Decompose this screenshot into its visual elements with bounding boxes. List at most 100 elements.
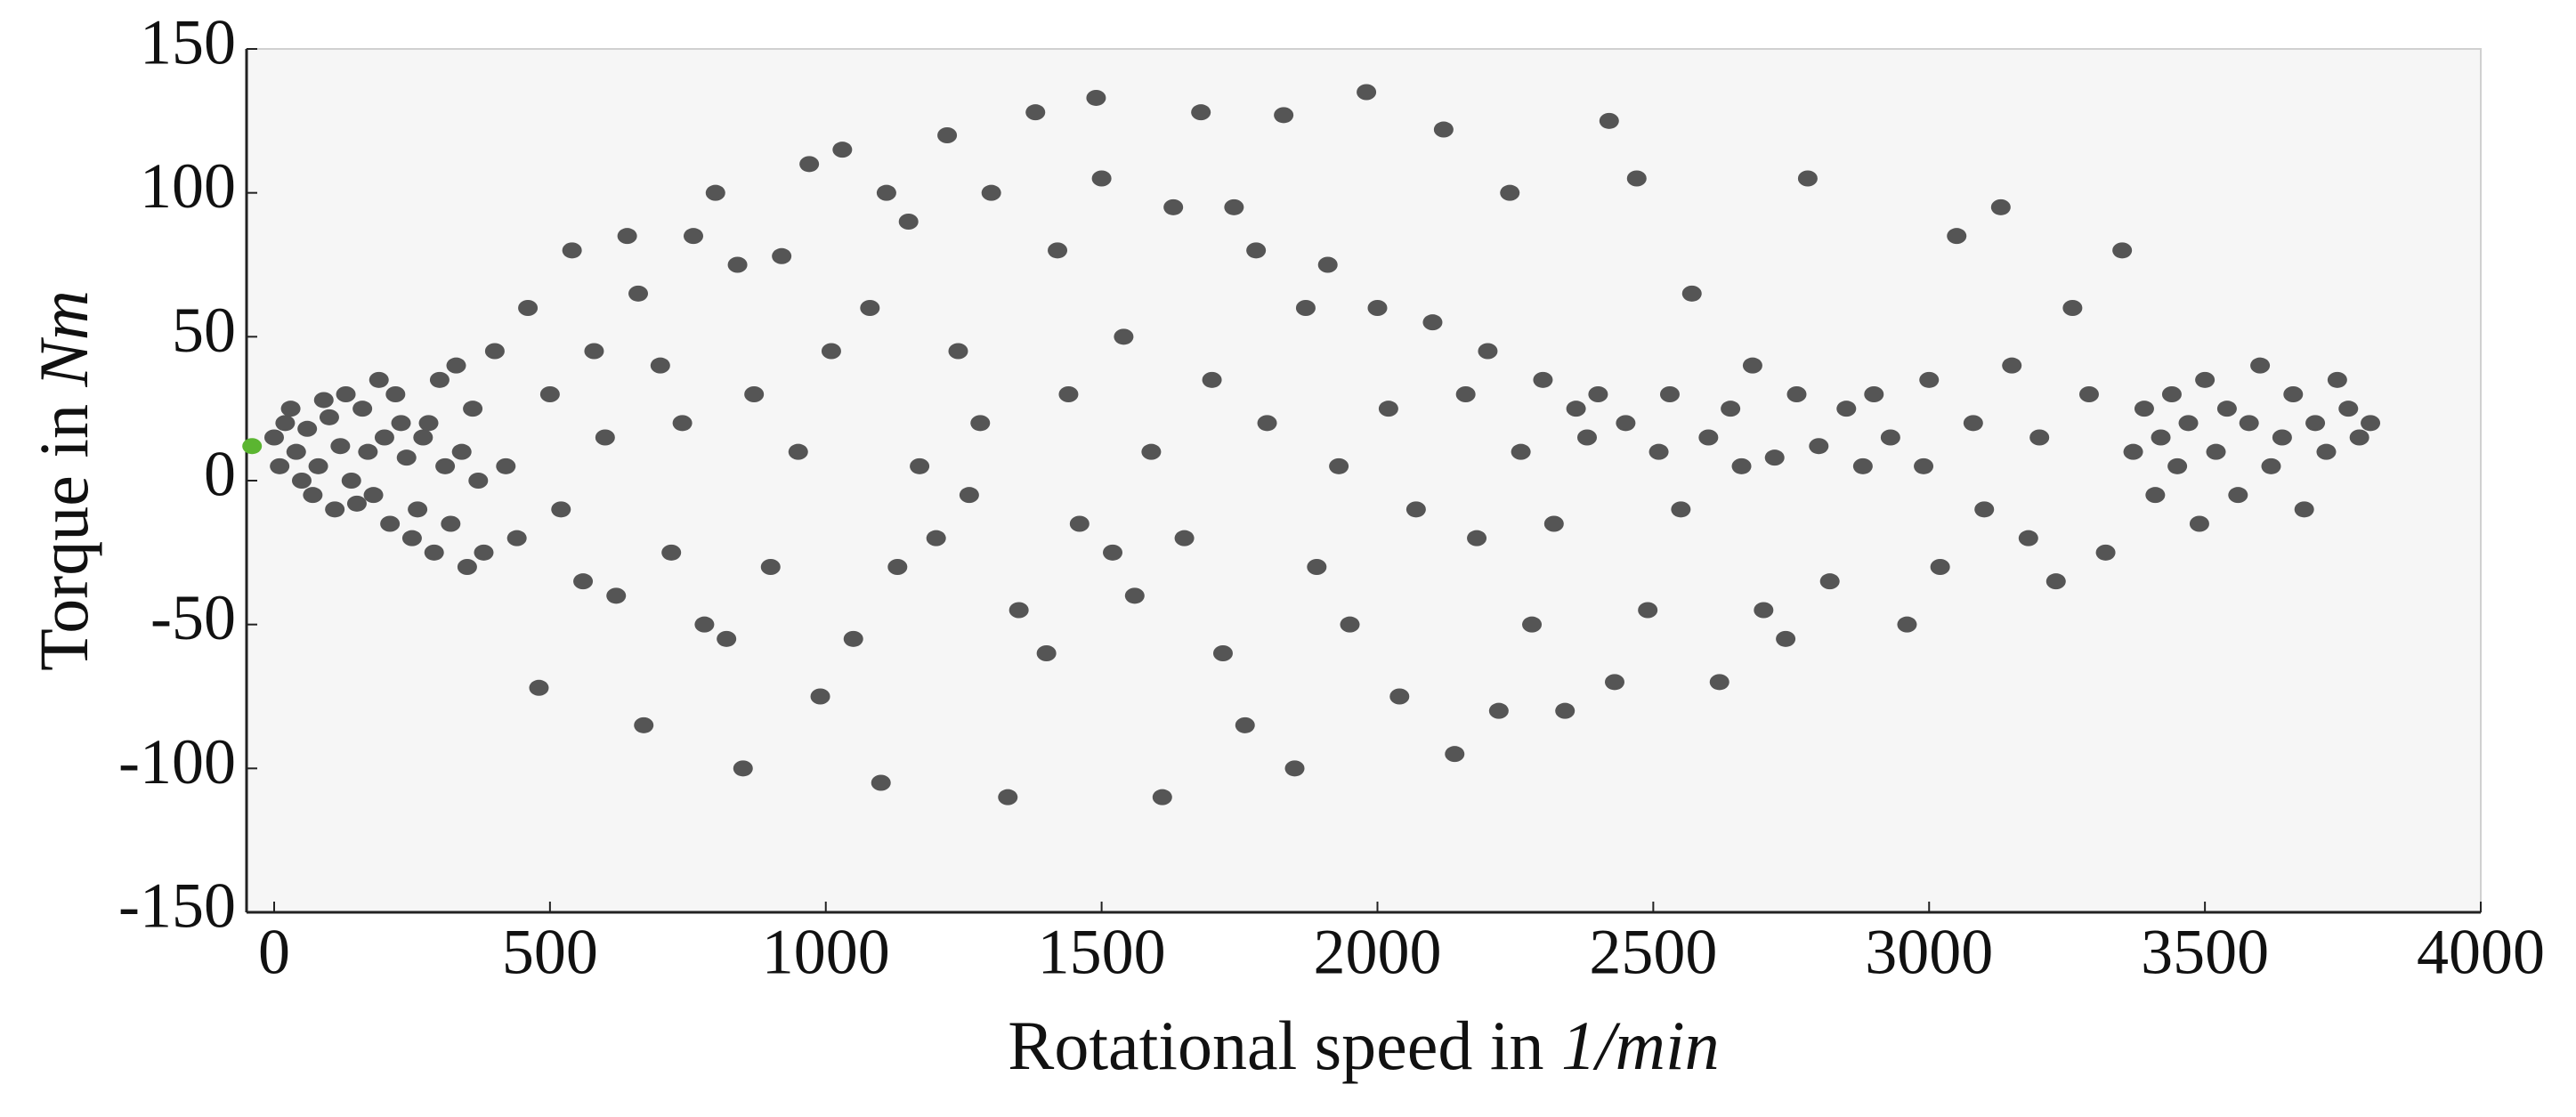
- scatter-point: [733, 760, 753, 777]
- scatter-point: [937, 127, 958, 143]
- scatter-point: [1897, 616, 1917, 633]
- scatter-point: [1235, 716, 1255, 733]
- scatter-point: [2272, 429, 2292, 446]
- scatter-point: [573, 573, 594, 590]
- scatter-point: [413, 429, 433, 446]
- scatter-point: [2361, 415, 2381, 432]
- scatter-point: [876, 184, 896, 201]
- y-tick-label: 0: [204, 439, 236, 510]
- scatter-point: [2112, 242, 2133, 259]
- scatter-point: [684, 228, 703, 245]
- scatter-point: [1455, 386, 1476, 402]
- scatter-point: [1616, 415, 1636, 432]
- scatter-point: [451, 443, 472, 460]
- scatter-point: [2338, 401, 2359, 417]
- scatter-point: [821, 343, 841, 360]
- scatter-point: [634, 716, 654, 733]
- scatter-point: [1340, 616, 1360, 633]
- scatter-point: [1797, 170, 1818, 187]
- scatter-point: [297, 420, 318, 437]
- y-tick-label: 150: [140, 7, 236, 78]
- scatter-point: [1543, 515, 1564, 532]
- scatter-point: [291, 473, 312, 489]
- scatter-point: [1124, 587, 1145, 604]
- x-label-text: Rotational speed in: [1008, 1007, 1543, 1084]
- scatter-point: [1721, 401, 1741, 417]
- scatter-point: [772, 247, 792, 264]
- scatter-point: [1257, 415, 1277, 432]
- scatter-point: [1357, 84, 1377, 101]
- scatter-point: [1478, 343, 1498, 360]
- scatter-point: [1852, 457, 1873, 474]
- scatter-point: [2305, 415, 2326, 432]
- scatter-point: [1819, 573, 1840, 590]
- scatter-point: [2206, 443, 2226, 460]
- scatter-point: [1638, 602, 1658, 619]
- scatter-point: [2161, 386, 2182, 402]
- scatter-point: [2327, 371, 2347, 388]
- y-label-unit: Nm: [25, 290, 102, 387]
- scatter-point: [424, 544, 444, 561]
- scatter-point: [1947, 228, 1967, 245]
- x-tick-label: 3000: [1865, 917, 1993, 988]
- scatter-point: [1224, 198, 1244, 215]
- x-label-unit: 1/min: [1561, 1007, 1720, 1084]
- scatter-point: [1212, 645, 1233, 661]
- scatter-point: [270, 457, 290, 474]
- scatter-point: [446, 357, 466, 374]
- scatter-point: [2123, 443, 2143, 460]
- scatter-point: [1626, 170, 1647, 187]
- scatter-point: [441, 515, 461, 532]
- scatter-point: [1163, 198, 1184, 215]
- y-tick-label: 100: [140, 150, 236, 222]
- scatter-point: [2349, 429, 2369, 446]
- scatter-point: [1378, 401, 1398, 417]
- scatter-point: [1467, 530, 1487, 546]
- scatter-point: [2045, 573, 2066, 590]
- scatter-point: [2095, 544, 2116, 561]
- y-tick-label: -150: [118, 870, 236, 942]
- scatter-point: [2178, 415, 2199, 432]
- scatter-point: [529, 679, 549, 696]
- scatter-point: [435, 457, 456, 474]
- scatter-point: [551, 501, 571, 518]
- scatter-point: [595, 429, 615, 446]
- scatter-point: [457, 559, 477, 575]
- scatter-point: [358, 443, 378, 460]
- scatter-point: [474, 544, 494, 561]
- scatter-point: [650, 357, 670, 374]
- scatter-point: [1731, 457, 1752, 474]
- scatter-point: [1103, 544, 1123, 561]
- scatter-point: [959, 487, 979, 504]
- scatter-point: [981, 184, 1001, 201]
- scatter-point: [1174, 530, 1195, 546]
- x-tick-label: 0: [258, 917, 290, 988]
- x-tick-label: 2500: [1589, 917, 1717, 988]
- scatter-point: [562, 242, 582, 259]
- scatter-point: [385, 386, 406, 402]
- scatter-point: [744, 386, 765, 402]
- scatter-point: [352, 401, 373, 417]
- y-tick-label: -100: [118, 726, 236, 797]
- scatter-point: [369, 371, 389, 388]
- scatter-point: [1698, 429, 1719, 446]
- scatter-point: [617, 228, 637, 245]
- scatter-point: [860, 300, 880, 316]
- scatter-point: [1919, 371, 1940, 388]
- scatter-point: [705, 184, 725, 201]
- scatter-point: [898, 214, 919, 230]
- scatter-point: [843, 630, 863, 647]
- scatter-point: [1990, 198, 2011, 215]
- scatter-point: [1191, 104, 1211, 121]
- scatter-point: [788, 443, 808, 460]
- scatter-point: [1588, 386, 1608, 402]
- scatter-point: [1091, 170, 1112, 187]
- scatter-point: [727, 256, 748, 273]
- scatter-point: [391, 415, 411, 432]
- scatter-point: [1048, 242, 1068, 259]
- x-tick-label: 2000: [1313, 917, 1441, 988]
- scatter-point: [871, 774, 891, 791]
- scatter-point: [396, 449, 417, 466]
- scatter-point: [1776, 630, 1796, 647]
- scatter-point: [1786, 386, 1807, 402]
